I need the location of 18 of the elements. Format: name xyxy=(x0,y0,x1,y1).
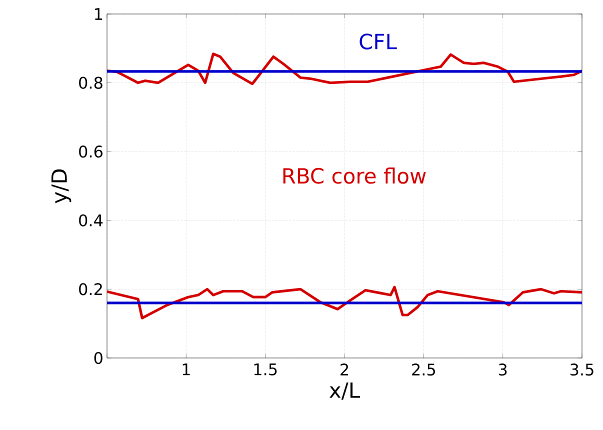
x-tick-label: 1 xyxy=(182,364,190,376)
x-tick-label: 2 xyxy=(340,364,348,376)
x-tick-label: 2.5 xyxy=(412,364,435,376)
x-tick-label: 3.5 xyxy=(570,364,594,376)
line-series xyxy=(107,286,582,320)
y-tick-label: 1 xyxy=(95,8,102,20)
y-tick-label: 0.4 xyxy=(79,214,103,226)
y-tick-label: 0.6 xyxy=(79,146,102,158)
x-tick-label: 1.5 xyxy=(254,364,277,376)
annotation: CFL xyxy=(360,34,397,50)
line-series xyxy=(107,52,582,86)
y-tick-label: 0 xyxy=(94,352,102,364)
y-tick-label: 0.2 xyxy=(79,283,102,296)
x-axis-title: x/L xyxy=(330,382,360,400)
x-tick-label: 3 xyxy=(498,364,507,376)
annotation: RBC core flow xyxy=(283,168,426,184)
y-tick-label: 0.8 xyxy=(79,76,102,89)
y-axis-title: y/D xyxy=(51,169,72,204)
